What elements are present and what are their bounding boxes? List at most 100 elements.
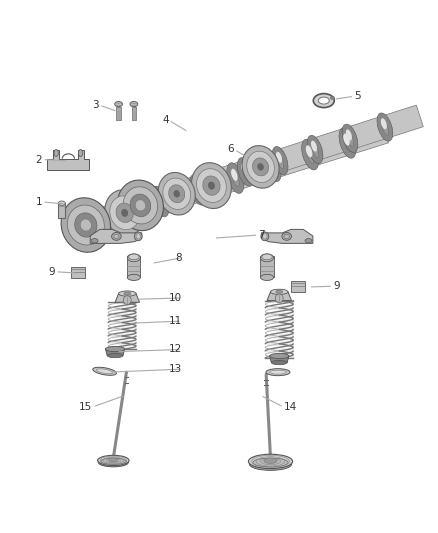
Ellipse shape <box>261 232 269 241</box>
Ellipse shape <box>61 198 110 252</box>
Ellipse shape <box>344 134 351 152</box>
Polygon shape <box>47 150 89 169</box>
Ellipse shape <box>339 127 356 158</box>
Ellipse shape <box>136 234 141 239</box>
Ellipse shape <box>78 149 83 157</box>
Ellipse shape <box>115 198 132 229</box>
Text: 4: 4 <box>162 115 169 125</box>
Ellipse shape <box>106 346 125 352</box>
Ellipse shape <box>119 204 125 216</box>
Ellipse shape <box>158 173 195 215</box>
Ellipse shape <box>129 254 139 260</box>
Ellipse shape <box>115 101 123 107</box>
Text: 14: 14 <box>284 402 297 412</box>
Ellipse shape <box>377 113 393 141</box>
Ellipse shape <box>109 458 118 462</box>
Ellipse shape <box>99 458 128 467</box>
Ellipse shape <box>171 185 177 196</box>
Ellipse shape <box>311 141 319 158</box>
Bar <box>117 107 121 120</box>
Ellipse shape <box>346 130 353 147</box>
Ellipse shape <box>120 205 127 222</box>
Ellipse shape <box>58 201 65 205</box>
Text: 7: 7 <box>258 230 265 240</box>
Ellipse shape <box>96 369 113 374</box>
Ellipse shape <box>197 168 226 203</box>
Ellipse shape <box>207 175 214 191</box>
Ellipse shape <box>231 169 238 181</box>
Polygon shape <box>137 105 423 216</box>
Polygon shape <box>82 119 389 237</box>
Ellipse shape <box>346 130 352 141</box>
Ellipse shape <box>241 163 247 174</box>
Ellipse shape <box>232 169 239 187</box>
Ellipse shape <box>206 174 212 185</box>
Ellipse shape <box>271 289 288 294</box>
Ellipse shape <box>343 134 350 146</box>
Ellipse shape <box>122 209 128 216</box>
Ellipse shape <box>163 178 191 209</box>
Ellipse shape <box>112 232 121 240</box>
Ellipse shape <box>130 101 138 107</box>
Ellipse shape <box>75 213 97 237</box>
Ellipse shape <box>116 203 134 222</box>
Ellipse shape <box>266 369 290 376</box>
Ellipse shape <box>119 291 136 296</box>
Ellipse shape <box>276 294 283 303</box>
Text: 15: 15 <box>79 402 92 412</box>
Ellipse shape <box>247 151 275 183</box>
Ellipse shape <box>135 200 145 211</box>
Ellipse shape <box>264 458 277 464</box>
Text: 5: 5 <box>354 91 361 101</box>
Ellipse shape <box>114 234 119 239</box>
Ellipse shape <box>272 147 288 175</box>
Text: 13: 13 <box>169 364 182 374</box>
Polygon shape <box>108 302 136 350</box>
Ellipse shape <box>107 353 123 358</box>
Polygon shape <box>270 356 289 362</box>
Text: 10: 10 <box>169 293 182 303</box>
Polygon shape <box>265 301 293 358</box>
Polygon shape <box>267 292 291 301</box>
Ellipse shape <box>263 234 267 239</box>
Ellipse shape <box>261 274 274 280</box>
Bar <box>132 107 136 120</box>
Ellipse shape <box>157 193 164 211</box>
Ellipse shape <box>134 232 142 241</box>
Ellipse shape <box>227 163 244 193</box>
Ellipse shape <box>167 180 183 208</box>
Ellipse shape <box>272 360 287 365</box>
Text: 3: 3 <box>92 100 99 110</box>
Text: 9: 9 <box>49 266 55 277</box>
Ellipse shape <box>169 185 185 203</box>
Ellipse shape <box>262 254 272 260</box>
Ellipse shape <box>194 181 200 192</box>
Bar <box>290 281 304 292</box>
Ellipse shape <box>123 187 158 224</box>
Ellipse shape <box>276 290 283 293</box>
Ellipse shape <box>342 124 358 152</box>
Text: 9: 9 <box>333 281 340 291</box>
Ellipse shape <box>302 139 318 170</box>
Ellipse shape <box>248 454 293 469</box>
Ellipse shape <box>91 239 98 243</box>
Ellipse shape <box>80 219 92 231</box>
Polygon shape <box>90 229 142 244</box>
Ellipse shape <box>270 353 289 359</box>
Text: 8: 8 <box>175 253 182 263</box>
Ellipse shape <box>191 163 231 208</box>
Ellipse shape <box>110 196 140 230</box>
Ellipse shape <box>124 292 131 295</box>
Text: 2: 2 <box>35 155 42 165</box>
Bar <box>127 256 141 277</box>
Ellipse shape <box>269 158 277 175</box>
Polygon shape <box>261 229 313 244</box>
Ellipse shape <box>242 164 249 180</box>
Ellipse shape <box>318 97 329 104</box>
Ellipse shape <box>250 458 292 470</box>
Ellipse shape <box>268 157 275 169</box>
Ellipse shape <box>117 180 163 231</box>
Ellipse shape <box>67 205 104 245</box>
Bar <box>71 268 85 278</box>
Ellipse shape <box>156 192 163 204</box>
